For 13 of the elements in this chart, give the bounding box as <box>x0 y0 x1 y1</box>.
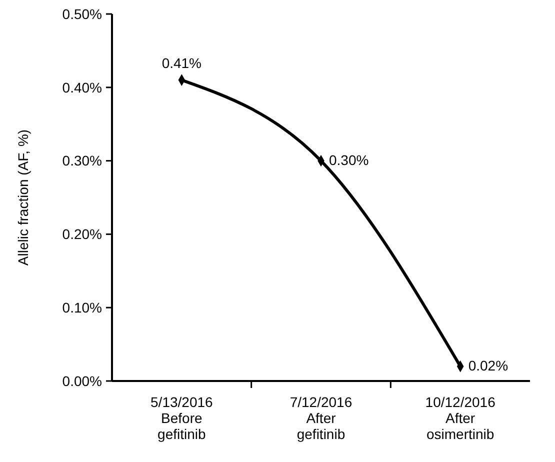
y-tick-label: 0.40% <box>62 79 102 96</box>
y-tick-label: 0.20% <box>62 226 102 242</box>
y-tick-label: 0.50% <box>62 6 102 22</box>
data-label: 0.02% <box>468 357 508 374</box>
x-tick-label: 5/13/2016 Before gefitinib <box>150 394 214 442</box>
data-label: 0.30% <box>329 152 369 168</box>
y-tick-label: 0.00% <box>62 372 102 389</box>
y-tick-label: 0.10% <box>62 300 102 316</box>
x-tick-label: 7/12/2016 After gefitinib <box>290 394 352 442</box>
y-axis-title: Allelic fraction (AF, %) <box>15 129 31 266</box>
x-tick-label: 10/12/2016 After osimertinib <box>425 394 496 442</box>
data-label: 0.41% <box>162 55 202 72</box>
y-tick-label: 0.30% <box>62 152 102 169</box>
